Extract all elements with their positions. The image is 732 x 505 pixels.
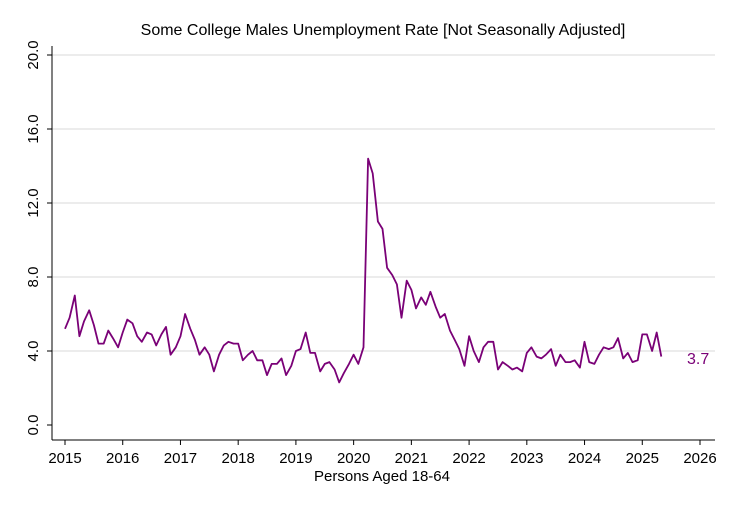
x-axis-ticks: 2015 2016 2017 2018 2019 2020 2021 2022 2023 2024…: [48, 440, 717, 467]
y-tick-label: 20.0: [25, 40, 42, 69]
last-value-label: 3.7: [687, 351, 709, 368]
x-tick-label: 2020: [337, 450, 370, 467]
x-tick-label: 2015: [48, 450, 81, 467]
x-tick-label: 2026: [683, 450, 716, 467]
x-tick-label: 2024: [568, 450, 601, 467]
x-tick-label: 2017: [164, 450, 197, 467]
chart-title: Some College Males Unemployment Rate [No…: [141, 22, 626, 39]
series-line: [64, 157, 663, 384]
y-tick-label: 4.0: [25, 341, 42, 362]
x-tick-label: 2025: [626, 450, 659, 467]
y-tick-label: 12.0: [25, 188, 42, 217]
x-tick-label: 2023: [510, 450, 543, 467]
x-tick-label: 2018: [221, 450, 254, 467]
x-tick-label: 2016: [106, 450, 139, 467]
x-tick-label: 2022: [452, 450, 485, 467]
x-axis-title: Persons Aged 18-64: [314, 468, 450, 485]
y-tick-label: 16.0: [25, 114, 42, 143]
y-tick-label: 8.0: [25, 267, 42, 288]
y-axis-ticks: 0.0 4.0 8.0 12.0 16.0 20.0: [25, 40, 52, 435]
gridlines: [52, 54, 715, 352]
series-layer: [64, 157, 663, 384]
x-tick-label: 2021: [395, 450, 428, 467]
y-tick-label: 0.0: [25, 415, 42, 436]
x-tick-label: 2019: [279, 450, 312, 467]
axes: [51, 46, 715, 441]
